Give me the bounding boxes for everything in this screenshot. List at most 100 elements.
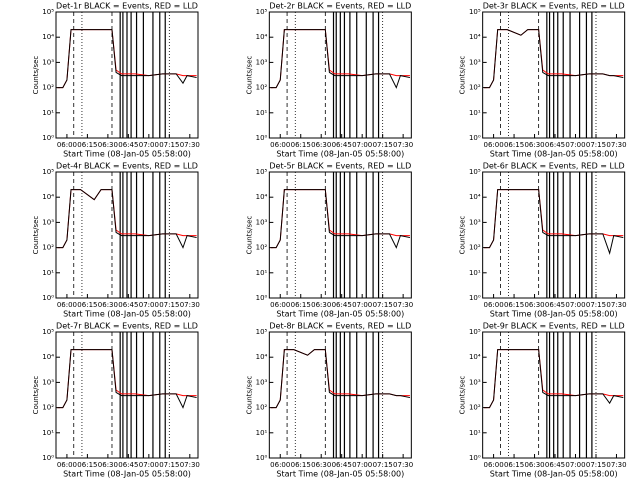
y-tick-label: 10⁰ — [42, 454, 54, 462]
x-tick-label: 06:00 — [57, 141, 77, 149]
y-tick-label: 10³ — [42, 378, 54, 386]
y-tick-label: 10³ — [256, 58, 268, 66]
x-axis-label: Start Time (08-Jan-05 05:58:00) — [276, 470, 404, 479]
y-tick-label: 10⁴ — [42, 33, 54, 41]
y-axis-label: Counts/sec — [245, 216, 253, 255]
y-tick-label: 10³ — [256, 218, 268, 226]
x-tick-label: 06:30 — [524, 461, 544, 469]
y-tick-label: 10⁴ — [256, 33, 268, 41]
x-tick-label: 07:15 — [373, 141, 393, 149]
series-line — [57, 349, 197, 409]
y-tick-label: 10⁵ — [256, 8, 268, 16]
x-tick-label: 07:30 — [606, 301, 626, 309]
x-tick-label: 07:00 — [565, 301, 585, 309]
series-line — [57, 189, 197, 249]
x-tick-label: 07:15 — [159, 141, 179, 149]
chart-title: Det-6r BLACK = Events, RED = LLD — [483, 162, 625, 171]
x-tick-label: 06:15 — [504, 301, 524, 309]
x-tick-label: 06:30 — [98, 461, 118, 469]
y-tick-label: 10⁵ — [469, 328, 481, 336]
chart-title: Det-4r BLACK = Events, RED = LLD — [56, 162, 198, 171]
x-tick-label: 07:15 — [586, 141, 606, 149]
y-tick-label: 10⁵ — [469, 168, 481, 176]
x-tick-label: 06:30 — [311, 461, 331, 469]
x-tick-label: 06:00 — [57, 301, 77, 309]
y-tick-label: 10⁴ — [469, 193, 481, 201]
x-axis-label: Start Time (08-Jan-05 05:58:00) — [63, 310, 191, 319]
y-tick-label: 10¹ — [42, 429, 54, 437]
y-tick-label: 10¹ — [469, 429, 481, 437]
y-tick-label: 10⁵ — [256, 328, 268, 336]
x-tick-label: 07:00 — [139, 141, 159, 149]
y-tick-label: 10⁵ — [42, 8, 54, 16]
x-tick-label: 06:00 — [483, 141, 503, 149]
y-tick-label: 10³ — [469, 378, 481, 386]
y-tick-label: 10⁰ — [256, 454, 268, 462]
y-tick-label: 10² — [42, 84, 54, 92]
y-tick-label: 10⁰ — [469, 454, 481, 462]
y-tick-label: 10² — [469, 404, 481, 412]
y-axis-label: Counts/sec — [32, 56, 40, 95]
x-tick-label: 06:45 — [118, 461, 138, 469]
x-tick-label: 07:15 — [373, 301, 393, 309]
y-tick-label: 10⁰ — [42, 294, 54, 302]
x-tick-label: 07:00 — [565, 461, 585, 469]
y-axis-label: Counts/sec — [245, 56, 253, 95]
y-tick-label: 10⁰ — [469, 134, 481, 142]
y-tick-label: 10⁰ — [256, 134, 268, 142]
series-line — [484, 189, 624, 255]
y-tick-label: 10³ — [469, 58, 481, 66]
x-axis-label: Start Time (08-Jan-05 05:58:00) — [490, 310, 618, 319]
x-tick-label: 06:00 — [483, 301, 503, 309]
y-tick-label: 10⁵ — [42, 168, 54, 176]
x-tick-label: 06:00 — [483, 461, 503, 469]
y-tick-label: 10¹ — [256, 109, 268, 117]
x-tick-label: 06:30 — [524, 301, 544, 309]
x-tick-label: 06:15 — [504, 461, 524, 469]
series-line — [484, 349, 624, 409]
chart-title: Det-3r BLACK = Events, RED = LLD — [483, 2, 625, 11]
x-tick-label: 06:15 — [77, 301, 97, 309]
y-tick-label: 10¹ — [42, 109, 54, 117]
y-tick-label: 10⁴ — [42, 353, 54, 361]
x-tick-label: 07:00 — [139, 301, 159, 309]
chart-title: Det-5r BLACK = Events, RED = LLD — [269, 162, 411, 171]
chart-title: Det-7r BLACK = Events, RED = LLD — [56, 322, 198, 331]
x-tick-label: 06:45 — [332, 461, 352, 469]
y-tick-label: 10⁴ — [469, 353, 481, 361]
x-axis-label: Start Time (08-Jan-05 05:58:00) — [276, 150, 404, 159]
series-line — [270, 349, 411, 409]
x-tick-label: 06:45 — [332, 301, 352, 309]
y-tick-label: 10² — [256, 84, 268, 92]
x-tick-label: 07:30 — [606, 461, 626, 469]
y-tick-label: 10² — [469, 84, 481, 92]
series-line — [484, 29, 624, 89]
y-axis-label: Counts/sec — [245, 376, 253, 415]
y-tick-label: 10⁴ — [256, 193, 268, 201]
x-tick-label: 07:15 — [586, 461, 606, 469]
x-tick-label: 06:15 — [77, 141, 97, 149]
x-tick-label: 06:15 — [77, 461, 97, 469]
x-tick-label: 06:30 — [98, 141, 118, 149]
x-tick-label: 07:15 — [159, 301, 179, 309]
series-line — [57, 29, 197, 89]
y-tick-label: 10² — [256, 244, 268, 252]
x-tick-label: 06:00 — [270, 141, 290, 149]
x-tick-label: 07:30 — [606, 141, 626, 149]
x-tick-label: 06:15 — [504, 141, 524, 149]
x-tick-label: 07:30 — [393, 141, 413, 149]
x-tick-label: 06:00 — [57, 461, 77, 469]
x-tick-label: 06:15 — [291, 141, 311, 149]
x-tick-label: 06:30 — [311, 141, 331, 149]
x-tick-label: 06:30 — [311, 301, 331, 309]
x-tick-label: 06:45 — [332, 141, 352, 149]
y-axis-label: Counts/sec — [459, 216, 467, 255]
y-tick-label: 10¹ — [469, 109, 481, 117]
chart-title: Det-9r BLACK = Events, RED = LLD — [483, 322, 625, 331]
y-tick-label: 10⁴ — [42, 193, 54, 201]
y-tick-label: 10³ — [42, 218, 54, 226]
x-tick-label: 07:30 — [180, 301, 200, 309]
y-tick-label: 10⁴ — [469, 33, 481, 41]
y-axis-label: Counts/sec — [32, 376, 40, 415]
x-tick-label: 07:00 — [139, 461, 159, 469]
